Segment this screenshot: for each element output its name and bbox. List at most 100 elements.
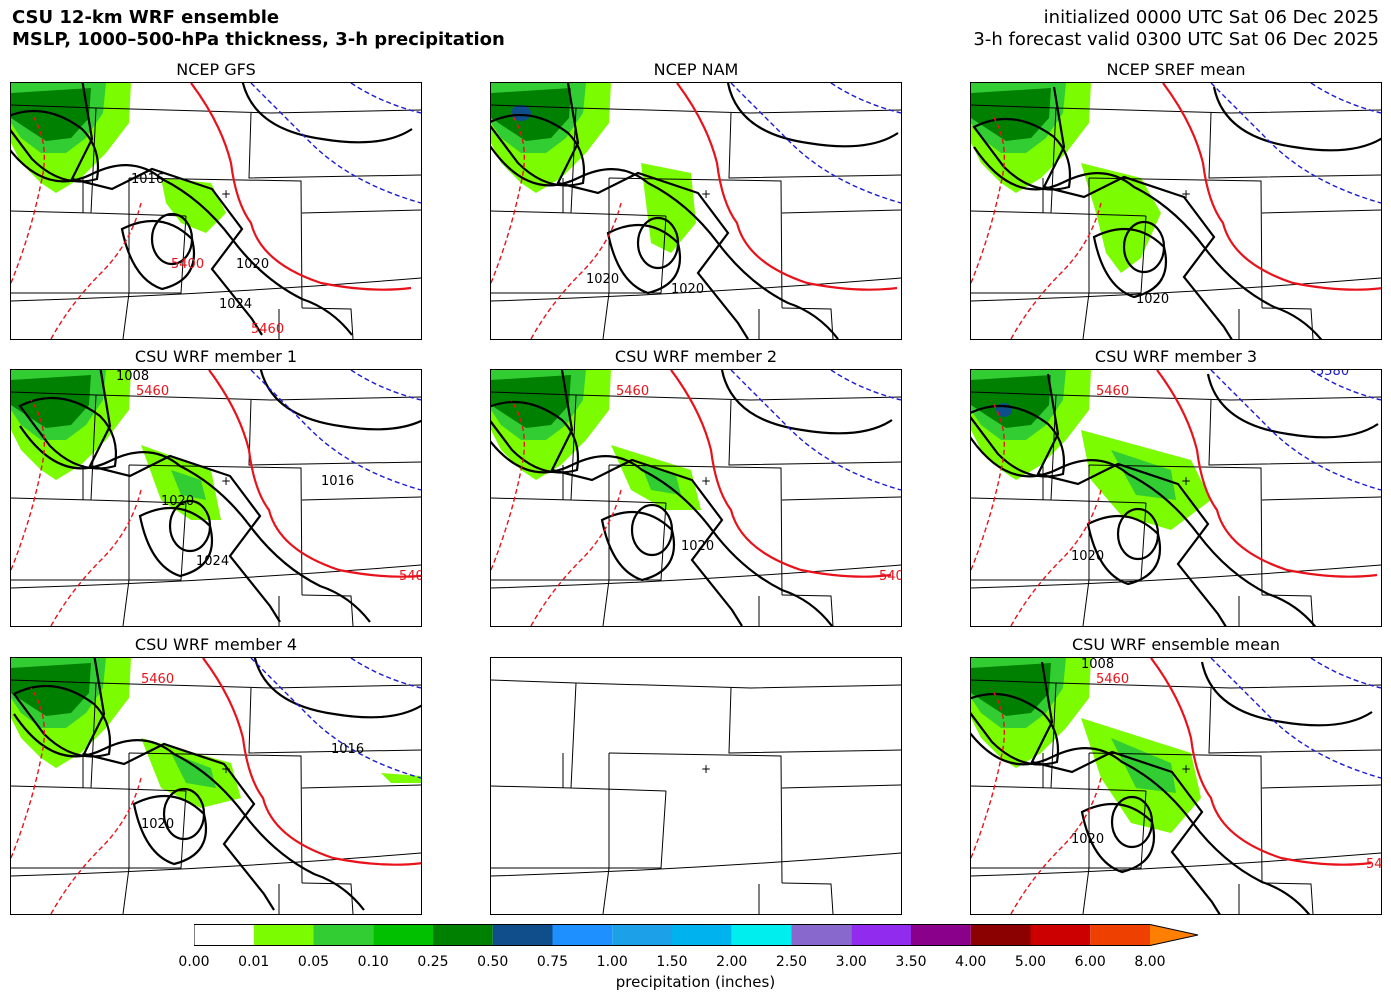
mslp-contour [720,370,893,435]
state-border [11,785,92,789]
contour-label: 1024 [219,297,252,312]
thickness-contour-solid [202,658,421,866]
colorbar-label: precipitation (inches) [615,973,776,991]
precip-area [1111,738,1176,793]
colorbar-tick-label: 0.75 [536,954,569,970]
thickness-contour-blue [830,370,901,401]
mslp-contour [636,216,680,270]
colorbar-tick-label: 0.50 [477,954,509,970]
state-border [1088,177,1263,309]
state-border [971,391,1381,401]
city-marker: + [701,762,711,776]
contour-label: 1016 [131,172,164,187]
state-border [1261,209,1381,214]
state-border [122,867,130,914]
contour-label: 1020 [681,539,714,554]
contour-label: 1020 [1136,292,1169,307]
state-border [971,277,1381,302]
colorbar-segment [1090,924,1150,946]
city-marker: + [221,762,231,776]
state-border [128,752,303,884]
colorbar-segment [492,924,553,946]
state-border [781,882,834,914]
state-border [781,784,901,789]
mslp-contour [726,83,899,148]
contour-label: 1020 [141,817,174,832]
state-border [11,679,421,689]
state-border [491,564,901,589]
state-border [301,496,421,501]
state-border [301,209,421,214]
map-svg: +1020 1016 5460 [11,658,421,914]
thickness-contour-dashed [971,687,1102,914]
map-svg: +1020 5460 5580 [971,370,1381,626]
state-border [781,594,834,626]
contour-label: 5460 [616,384,649,399]
state-border [128,177,303,309]
panel-title: NCEP GFS [176,60,256,79]
state-border [248,399,421,466]
colorbar-segment [552,924,613,946]
precip-area [1111,450,1176,500]
colorbar-extend-arrow [1150,924,1198,946]
mslp-contour [1030,661,1221,914]
contour-label: 1020 [1071,549,1104,564]
colorbar-segment [970,924,1031,946]
mslp-contour [556,83,749,339]
state-border [1261,882,1314,914]
thickness-contour-solid [670,370,892,578]
thickness-contour-blue [1310,370,1381,401]
state-border [122,579,130,626]
state-border [608,177,783,309]
state-border [491,852,901,877]
colorbar-segment [911,924,971,946]
contour-label: 1020 [236,257,269,272]
colorbar-tick-label: 2.50 [775,954,808,970]
state-border [491,790,667,869]
valid-time: 3-h forecast valid 0300 UTC Sat 06 Dec 2… [973,29,1379,50]
state-border [971,497,1052,501]
thickness-contour-dashed [11,687,142,914]
state-border [122,292,130,339]
map-svg: + [491,679,901,914]
mslp-contour [971,692,1060,766]
state-border [491,785,572,789]
state-border [491,502,667,581]
contour-label: 1008 [1081,658,1114,672]
state-border [1208,112,1381,179]
mslp-contour [491,400,580,474]
colorbar-tick-label: 3.00 [835,954,867,970]
precip-area [171,753,216,788]
mslp-contour [11,109,100,183]
contour-label: 5460 [136,384,169,399]
thickness-contour-dashed [971,112,1102,339]
colorbar-tick-label: 0.25 [417,954,449,970]
thickness-contour-solid [1150,658,1372,866]
state-border [11,215,187,294]
precip-colorbar [194,924,1199,946]
mslp-contour [259,370,421,431]
thickness-contour-blue [350,83,421,114]
mslp-contour [971,404,1066,478]
colorbar-segment [612,924,672,946]
colorbar-segment [791,924,852,946]
state-border [1208,399,1381,466]
state-border [608,752,783,884]
thickness-contour-blue [1210,658,1381,779]
state-border [728,112,901,179]
thickness-contour-blue [1310,658,1381,689]
state-border [971,679,1381,689]
city-marker: + [221,187,231,201]
state-border [491,497,572,501]
map-panel: + [490,657,902,915]
colorbar-segment [253,924,314,946]
thickness-contour-solid [1162,83,1381,291]
colorbar-segment [373,924,433,946]
state-border [1208,687,1381,754]
state-border [301,784,421,789]
colorbar-tick-label: 3.50 [895,954,927,970]
city-marker: + [1181,187,1191,201]
colorbar-tick-label: 0.05 [297,954,330,970]
map-svg: +1020 1020 [491,83,901,339]
